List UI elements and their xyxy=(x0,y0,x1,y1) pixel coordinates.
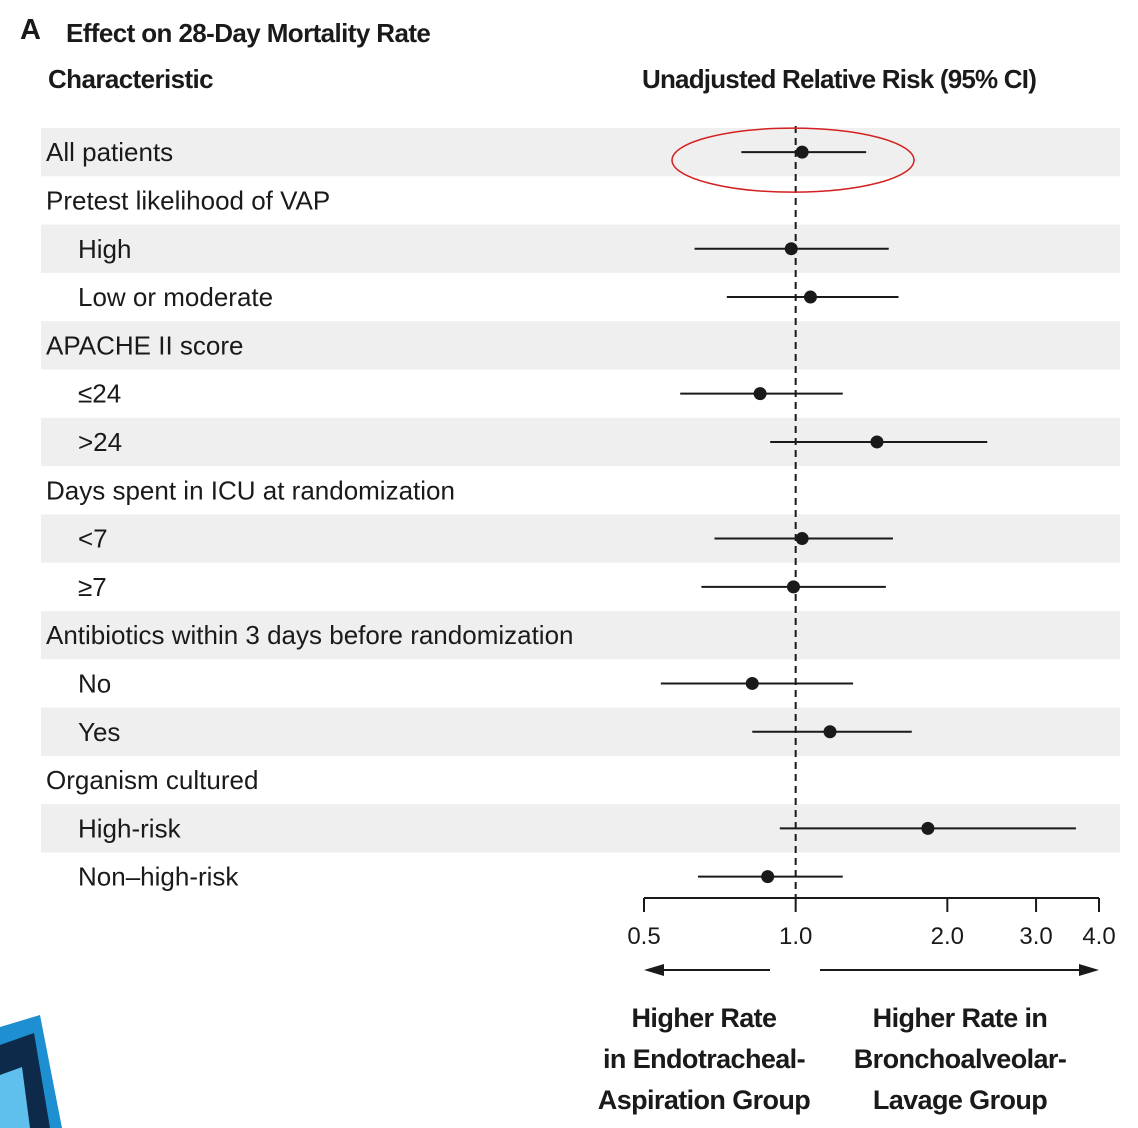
corner-shape-light xyxy=(0,1067,30,1128)
point-estimate xyxy=(921,821,935,835)
row-label: No xyxy=(78,668,111,698)
direction-label-right-line: Bronchoalveolar- xyxy=(853,1044,1067,1074)
chart-title: Effect on 28-Day Mortality Rate xyxy=(66,18,431,48)
row-label: >24 xyxy=(78,427,122,457)
x-axis-tick-label: 2.0 xyxy=(931,923,964,950)
row-label: Low or moderate xyxy=(78,282,273,312)
row-label: Yes xyxy=(78,717,120,747)
row-label: ≥7 xyxy=(78,572,107,602)
row-label: High xyxy=(78,234,131,264)
direction-arrows xyxy=(644,964,1099,976)
arrow-left-head xyxy=(644,964,664,976)
direction-label-right: Higher Rate in Bronchoalveolar- Lavage G… xyxy=(842,998,1078,1121)
row-label: ≤24 xyxy=(78,379,121,409)
confidence-intervals-layer xyxy=(660,145,1076,884)
decorative-corner-graphic xyxy=(0,1015,62,1128)
point-estimate xyxy=(753,387,767,401)
row-shading-layer xyxy=(41,128,1120,853)
point-estimate xyxy=(786,580,800,594)
row-label: All patients xyxy=(46,137,173,167)
column-header-relative-risk: Unadjusted Relative Risk (95% CI) xyxy=(642,64,1037,94)
direction-label-left-line: in Endotracheal- xyxy=(603,1044,806,1074)
row-shading xyxy=(41,514,1120,563)
direction-label-right-line: Higher Rate in xyxy=(872,1003,1048,1033)
column-header-characteristic: Characteristic xyxy=(48,64,214,94)
row-labels-layer: All patients Pretest likelihood of VAP Hig… xyxy=(46,137,574,892)
highlight-layer xyxy=(671,127,915,193)
row-label: Non–high-risk xyxy=(78,862,239,892)
group-header-label: Days spent in ICU at randomization xyxy=(46,475,455,505)
row-shading xyxy=(41,128,1120,177)
point-estimate xyxy=(761,870,775,884)
group-header-label: APACHE II score xyxy=(46,330,243,360)
direction-label-right-line: Lavage Group xyxy=(872,1085,1048,1115)
row-label: High-risk xyxy=(78,813,182,843)
group-header-label: Organism cultured xyxy=(46,765,258,795)
highlight-ellipse xyxy=(671,127,915,193)
point-estimate xyxy=(823,725,837,739)
row-shading xyxy=(41,224,1120,273)
x-axis-tick-label: 0.5 xyxy=(627,923,660,950)
row-shading xyxy=(41,611,1120,660)
point-estimate xyxy=(803,290,817,304)
point-estimate xyxy=(745,676,759,690)
direction-label-left: Higher Rate in Endotracheal- Aspiration … xyxy=(584,998,824,1121)
x-axis-tick-label: 4.0 xyxy=(1082,923,1115,950)
point-estimate xyxy=(784,242,798,256)
row-shading xyxy=(41,321,1120,370)
point-estimate xyxy=(870,435,884,449)
direction-label-left-line: Aspiration Group xyxy=(597,1085,811,1115)
direction-label-left-line: Higher Rate xyxy=(631,1003,778,1033)
x-axis-tick-label: 3.0 xyxy=(1019,923,1052,950)
point-estimate xyxy=(795,145,809,159)
group-header-label: Antibiotics within 3 days before randomi… xyxy=(46,620,574,650)
row-label: <7 xyxy=(78,524,108,554)
x-axis-tick-label: 1.0 xyxy=(779,923,812,950)
x-axis: 0.5 1.0 2.0 3.0 4.0 xyxy=(627,897,1116,950)
group-header-label: Pretest likelihood of VAP xyxy=(46,185,330,215)
point-estimate xyxy=(795,532,809,546)
panel-letter: A xyxy=(20,14,41,46)
row-shading xyxy=(41,707,1120,756)
arrow-right-head xyxy=(1079,964,1099,976)
